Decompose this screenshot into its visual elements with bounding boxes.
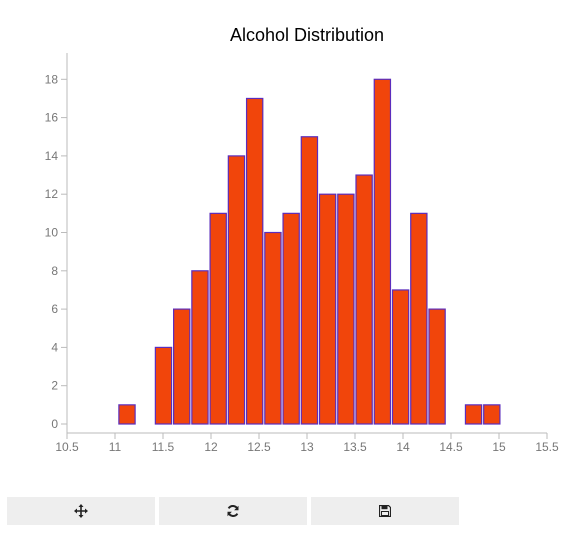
- save-button[interactable]: [311, 497, 459, 525]
- histogram-bar: [191, 270, 209, 425]
- chart-title: Alcohol Distribution: [230, 25, 384, 45]
- x-tick-label: 14.5: [439, 440, 463, 454]
- x-axis: 10.5 11 11.5 12 12.5 13 13.5 14 14.5 15 15.5: [55, 432, 559, 454]
- refresh-icon: [226, 504, 240, 518]
- y-tick-label: 2: [51, 379, 58, 393]
- y-tick-label: 18: [45, 72, 59, 86]
- y-tick-label: 14: [45, 149, 59, 163]
- x-tick-label: 13: [300, 440, 314, 454]
- reset-button[interactable]: [159, 497, 307, 525]
- x-tick-label: 11: [109, 440, 122, 454]
- histogram-bar: [227, 155, 246, 425]
- x-tick-label: 15.5: [535, 440, 559, 454]
- move-arrows-icon: [74, 504, 88, 518]
- histogram-bar: [209, 212, 227, 425]
- y-tick-label: 6: [51, 302, 58, 316]
- x-tick-label: 15: [492, 440, 506, 454]
- histogram-bar: [173, 308, 191, 425]
- histogram-bar: [300, 136, 319, 425]
- y-axis: 0 2 4 6 8 10 12 14 16 18: [45, 53, 68, 433]
- y-tick-label: 10: [45, 226, 59, 240]
- y-tick-label: 0: [51, 417, 58, 431]
- bars-group: [118, 78, 501, 425]
- histogram-bar: [428, 308, 446, 425]
- histogram-bar: [483, 404, 501, 425]
- x-tick-label: 12.5: [247, 440, 271, 454]
- y-tick-label: 12: [45, 187, 59, 201]
- y-tick-label: 8: [51, 264, 58, 278]
- x-tick-label: 13.5: [343, 440, 367, 454]
- histogram-bar: [410, 212, 428, 425]
- histogram-bar: [373, 78, 392, 425]
- x-tick-label: 11.5: [152, 440, 175, 454]
- histogram-bar: [318, 193, 337, 425]
- pan-button[interactable]: [7, 497, 155, 525]
- histogram-chart: Alcohol Distribution 0 2 4 6 8 10 12 14 16 18 10.…: [45, 25, 559, 454]
- histogram-bar: [391, 289, 410, 425]
- x-tick-label: 14: [396, 440, 410, 454]
- y-tick-label: 16: [45, 111, 59, 125]
- chart-toolbar: [7, 497, 459, 525]
- histogram-bar: [355, 174, 373, 425]
- floppy-disk-icon: [379, 505, 391, 517]
- histogram-bar: [245, 97, 264, 425]
- y-tick-label: 4: [51, 340, 58, 354]
- histogram-bar: [264, 231, 282, 425]
- histogram-bar: [282, 212, 300, 425]
- x-tick-label: 12: [204, 440, 218, 454]
- histogram-bar: [154, 346, 173, 425]
- histogram-bar: [337, 193, 355, 425]
- histogram-bar: [464, 404, 483, 425]
- x-tick-label: 10.5: [55, 440, 79, 454]
- histogram-bar: [118, 404, 136, 425]
